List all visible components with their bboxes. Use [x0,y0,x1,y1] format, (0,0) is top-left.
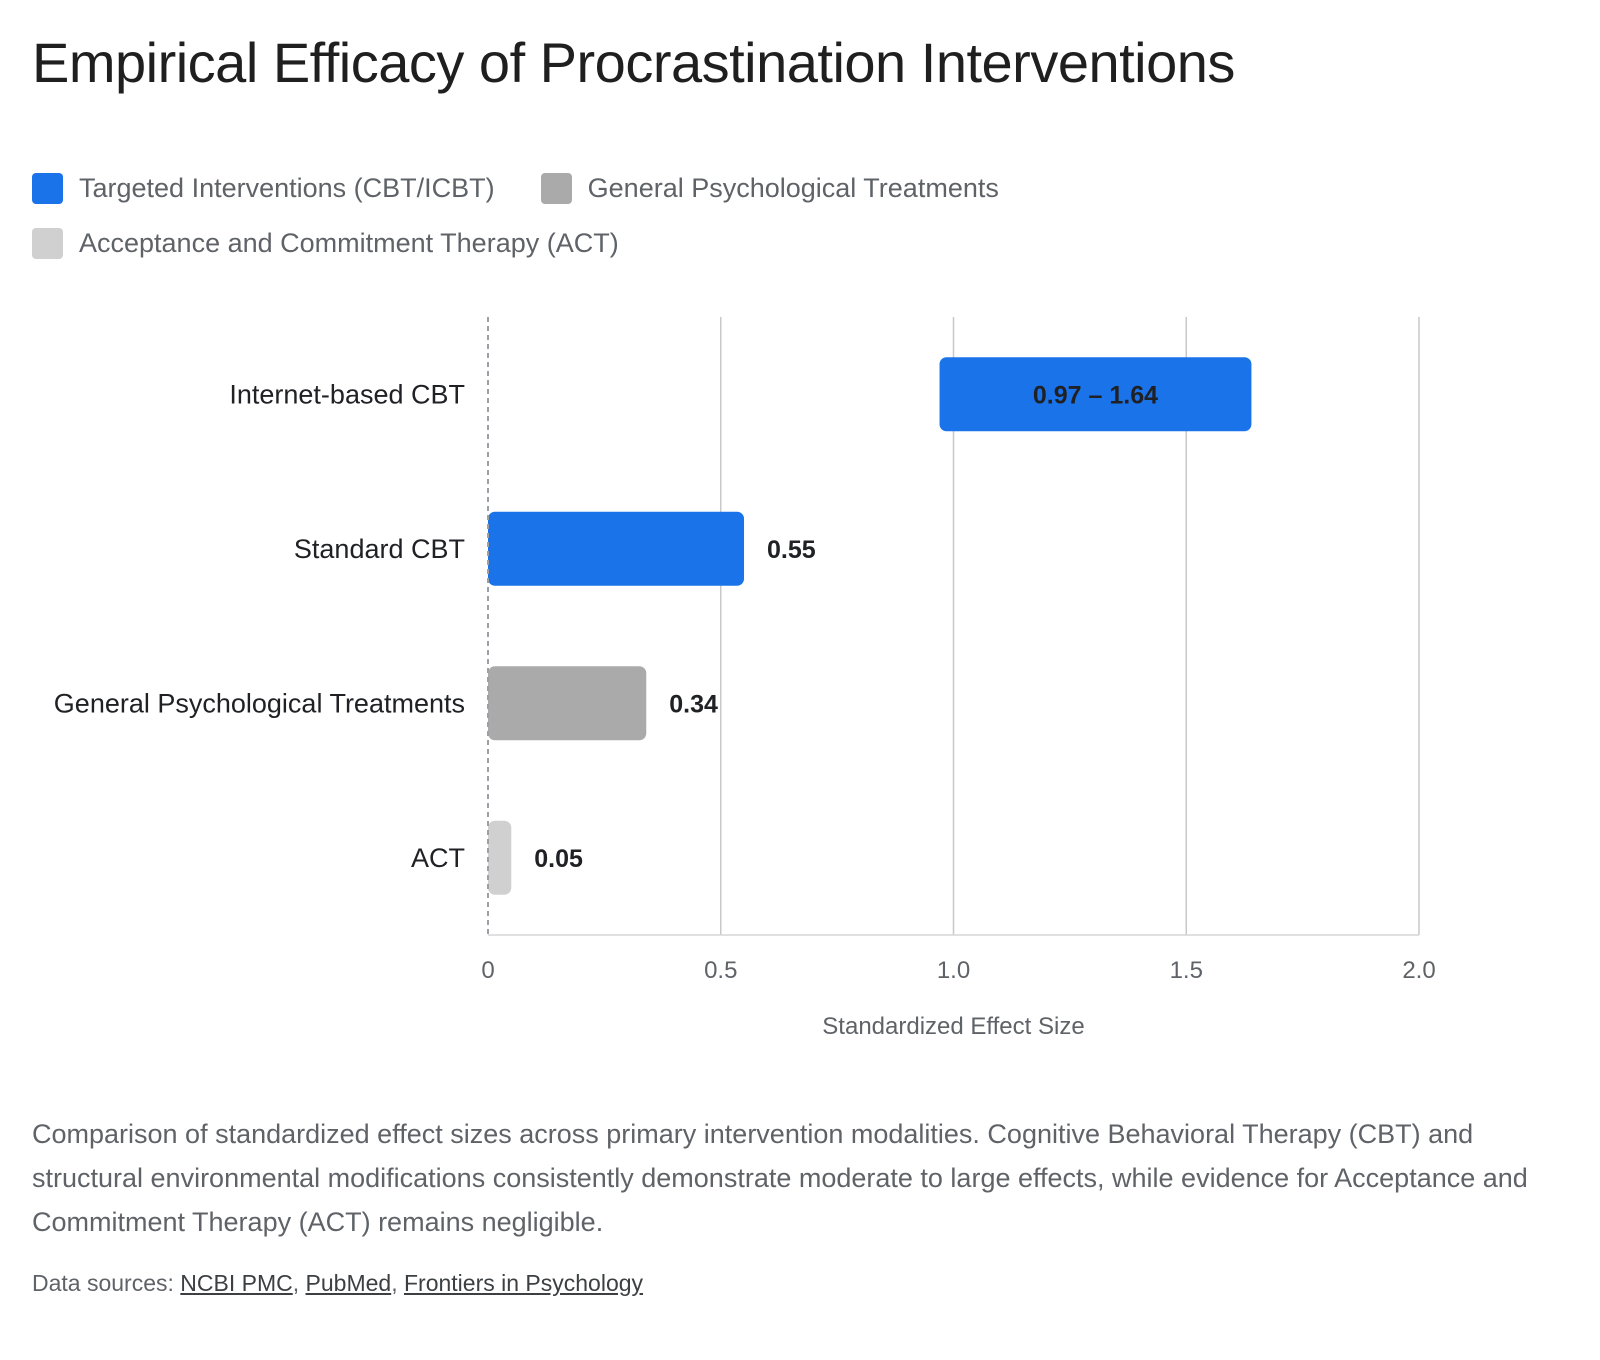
data-label: 0.55 [767,536,816,564]
legend-label-act: Acceptance and Commitment Therapy (ACT) [79,227,619,258]
bar[interactable] [488,666,647,741]
legend-item-targeted: Targeted Interventions (CBT/ICBT) [32,172,495,204]
category-label: Internet-based CBT [229,379,465,409]
sources-prefix: Data sources: [32,1270,181,1296]
legend-row: Targeted Interventions (CBT/ICBT) Genera… [32,168,1532,208]
x-tick-label: 1.0 [937,957,970,984]
chart-title: Empirical Efficacy of Procrastination In… [32,31,1235,94]
sources-separator: , [292,1270,306,1296]
x-axis-title: Standardized Effect Size [822,1013,1084,1040]
bar[interactable] [488,820,512,895]
x-tick-label: 0 [481,957,494,984]
legend-item-general: General Psychological Treatments [540,172,999,204]
x-tick-label: 1.5 [1170,957,1203,984]
bar[interactable] [939,357,1252,432]
source-link-ncbi-pmc[interactable]: NCBI PMC [180,1270,293,1296]
x-tick-label: 2.0 [1402,957,1435,984]
bar[interactable] [488,511,745,586]
data-sources: Data sources: NCBI PMC, PubMed, Frontier… [32,1270,643,1297]
legend-row: Acceptance and Commitment Therapy (ACT) [32,223,1532,263]
category-label: General Psychological Treatments [54,688,465,718]
data-label: 0.34 [669,690,718,718]
bar-chart: 0 0.5 1.0 1.5 2.0 Standardized Effect Size Int… [54,317,1436,1040]
chart-caption: Comparison of standardized effect sizes … [32,1119,1528,1237]
legend: Targeted Interventions (CBT/ICBT) Genera… [32,168,1532,278]
legend-item-act: Acceptance and Commitment Therapy (ACT) [32,227,619,259]
source-link-pubmed[interactable]: PubMed [305,1270,392,1296]
legend-label-targeted: Targeted Interventions (CBT/ICBT) [79,172,495,203]
category-label: Standard CBT [294,534,465,564]
legend-swatch-general [540,172,572,204]
legend-swatch-act [32,227,63,259]
data-label: 0.05 [534,845,583,873]
category-label: ACT [411,843,465,873]
legend-label-general: General Psychological Treatments [587,172,999,203]
data-label: 0.97 – 1.64 [1033,381,1158,409]
x-tick-label: 0.5 [704,957,737,984]
legend-swatch-targeted [32,172,63,204]
sources-separator: , [391,1270,404,1296]
source-link-frontiers[interactable]: Frontiers in Psychology [403,1270,644,1296]
